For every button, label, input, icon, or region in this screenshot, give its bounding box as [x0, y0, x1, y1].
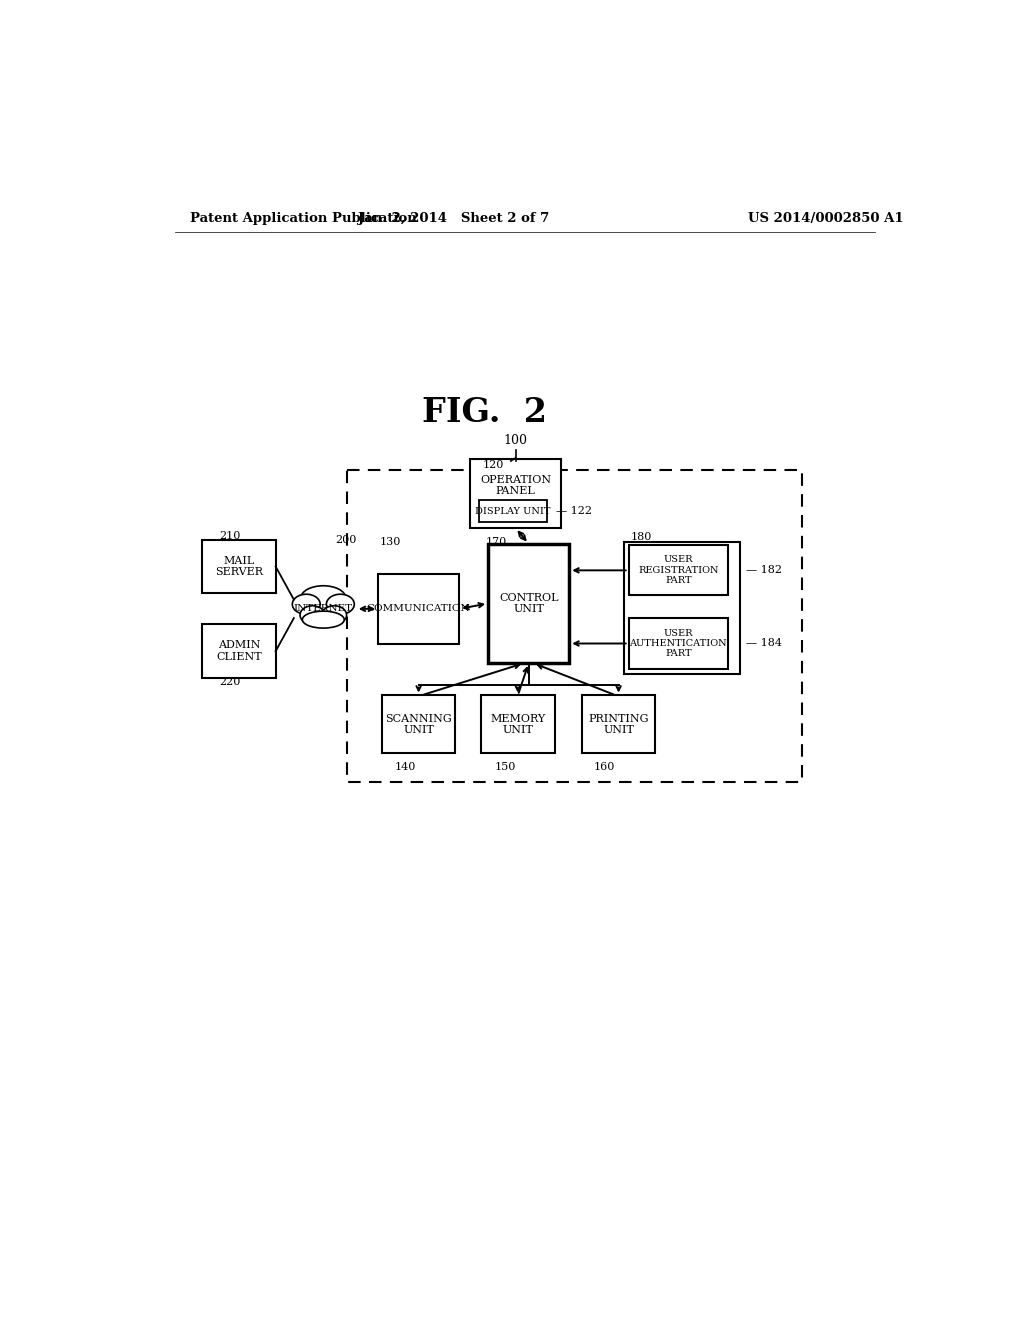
Text: Jan. 2, 2014   Sheet 2 of 7: Jan. 2, 2014 Sheet 2 of 7	[357, 213, 549, 224]
Ellipse shape	[300, 606, 325, 624]
Bar	[202, 540, 275, 594]
Text: 170: 170	[486, 537, 507, 546]
Text: 200: 200	[335, 535, 356, 545]
Text: USER
REGISTRATION
PART: USER REGISTRATION PART	[638, 556, 719, 585]
Ellipse shape	[327, 594, 354, 614]
Text: 120: 120	[482, 459, 504, 470]
Text: PRINTING
UNIT: PRINTING UNIT	[589, 714, 649, 735]
Bar	[624, 543, 740, 675]
Text: 180: 180	[630, 532, 651, 543]
Text: 100: 100	[504, 434, 527, 447]
Bar	[629, 619, 728, 668]
Bar	[481, 696, 555, 754]
Text: 210: 210	[219, 531, 241, 541]
Text: FIG.  2: FIG. 2	[422, 396, 547, 429]
Ellipse shape	[302, 611, 344, 628]
Text: 140: 140	[395, 762, 416, 772]
Text: 130: 130	[380, 537, 401, 546]
Text: 150: 150	[495, 762, 516, 772]
Text: Patent Application Publication: Patent Application Publication	[190, 213, 417, 224]
Bar	[470, 459, 561, 528]
Bar	[488, 544, 569, 663]
Bar	[479, 500, 547, 521]
Bar	[382, 696, 456, 754]
Text: — 122: — 122	[556, 506, 592, 516]
Ellipse shape	[292, 594, 321, 614]
Bar	[582, 696, 655, 754]
Bar	[202, 624, 275, 678]
Text: ADMIN
CLIENT: ADMIN CLIENT	[216, 640, 262, 663]
Text: 160: 160	[593, 762, 614, 772]
Text: 220: 220	[219, 677, 241, 686]
Text: DISPLAY UNIT: DISPLAY UNIT	[475, 507, 551, 516]
Text: CONTROL
UNIT: CONTROL UNIT	[499, 593, 558, 614]
Ellipse shape	[322, 606, 346, 624]
Bar	[629, 545, 728, 595]
Text: MAIL
SERVER: MAIL SERVER	[215, 556, 263, 577]
Bar	[347, 470, 802, 781]
Text: INTERNET: INTERNET	[294, 605, 353, 614]
Bar	[378, 574, 460, 644]
Text: OPERATION
PANEL: OPERATION PANEL	[480, 475, 551, 496]
Text: — 182: — 182	[746, 565, 782, 576]
Text: — 184: — 184	[746, 639, 782, 648]
Text: MEMORY
UNIT: MEMORY UNIT	[490, 714, 546, 735]
Text: COMMUNICATION: COMMUNICATION	[367, 605, 470, 614]
Text: US 2014/0002850 A1: US 2014/0002850 A1	[748, 213, 903, 224]
Text: USER
AUTHENTICATION
PART: USER AUTHENTICATION PART	[630, 628, 727, 659]
Ellipse shape	[301, 586, 346, 610]
Text: SCANNING
UNIT: SCANNING UNIT	[385, 714, 452, 735]
